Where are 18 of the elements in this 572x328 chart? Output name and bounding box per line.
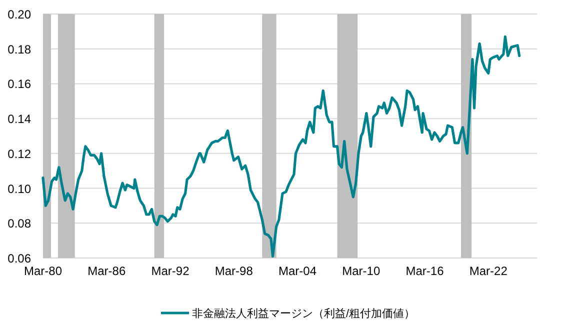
y-tick-label: 0.12 [8,146,32,161]
x-tick-label: Mar-80 [24,264,62,278]
x-tick-label: Mar-98 [214,264,254,278]
x-tick-label: Mar-04 [278,264,317,278]
y-tick-label: 0.16 [8,77,32,92]
y-tick-label: 0.18 [8,42,32,56]
y-tick-label: 0.06 [8,252,32,266]
y-tick-label: 0.10 [8,182,32,196]
y-tick-label: 0.14 [8,112,32,126]
x-tick-label: Mar-86 [88,264,126,278]
legend-label: 非金融法人利益マージン（利益/粗付加価値） [192,307,416,320]
x-tick-label: Mar-16 [406,264,444,278]
line-series [42,35,521,258]
x-tick-label: Mar-10 [342,264,380,278]
x-tick-label: Mar-22 [469,264,508,278]
y-tick-label: 0.20 [8,8,32,22]
y-tick-label: 0.08 [8,216,32,231]
x-tick-label: Mar-92 [151,264,190,278]
